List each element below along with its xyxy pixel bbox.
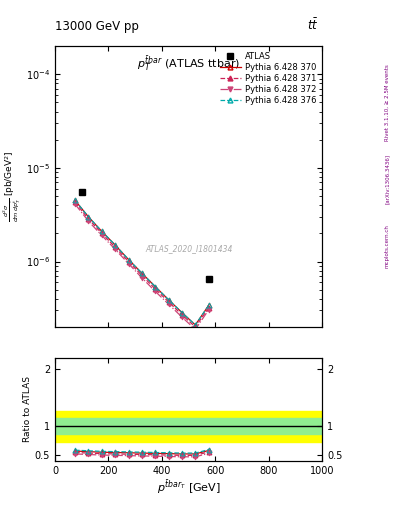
- Text: ATLAS_2020_I1801434: ATLAS_2020_I1801434: [145, 244, 232, 253]
- Text: $p_T^{\bar{t}bar}$ (ATLAS ttbar): $p_T^{\bar{t}bar}$ (ATLAS ttbar): [137, 54, 240, 73]
- Text: 13000 GeV pp: 13000 GeV pp: [55, 20, 139, 33]
- Y-axis label: $\frac{d^2\sigma}{dm\,dp_T^{\bar{t}}}$ [pb/GeV$^2$]: $\frac{d^2\sigma}{dm\,dp_T^{\bar{t}}}$ […: [2, 151, 23, 222]
- Text: mcplots.cern.ch: mcplots.cern.ch: [385, 224, 389, 268]
- Bar: [55, 411, 322, 442]
- Y-axis label: Ratio to ATLAS: Ratio to ATLAS: [23, 376, 32, 442]
- X-axis label: $p^{\bar{t}bar{}_T}$ [GeV]: $p^{\bar{t}bar{}_T}$ [GeV]: [157, 478, 220, 496]
- Bar: [55, 418, 322, 435]
- Legend: ATLAS, Pythia 6.428 370, Pythia 6.428 371, Pythia 6.428 372, Pythia 6.428 376: ATLAS, Pythia 6.428 370, Pythia 6.428 37…: [218, 50, 318, 107]
- Text: Rivet 3.1.10, ≥ 2.5M events: Rivet 3.1.10, ≥ 2.5M events: [385, 64, 389, 141]
- Text: [arXiv:1306.3436]: [arXiv:1306.3436]: [385, 154, 389, 204]
- Text: $t\bar{t}$: $t\bar{t}$: [307, 18, 318, 33]
